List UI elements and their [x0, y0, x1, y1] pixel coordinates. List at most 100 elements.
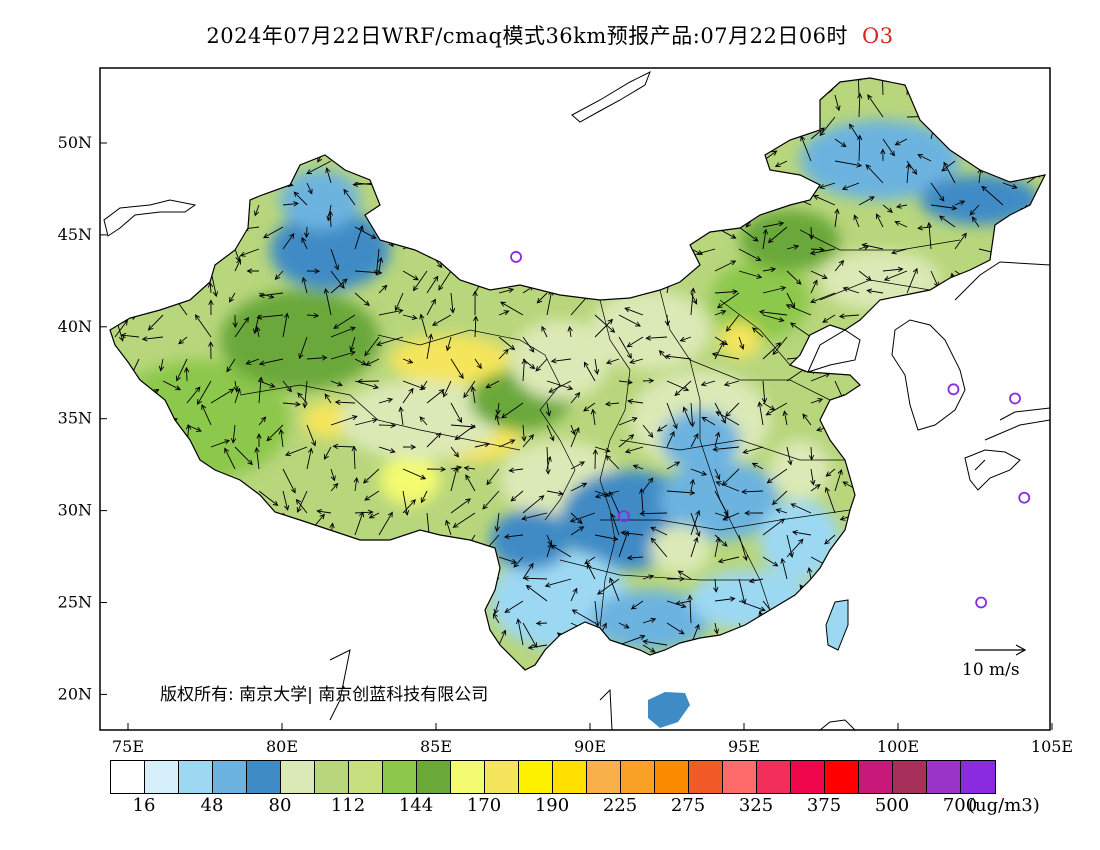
- wind-vector: [254, 204, 260, 217]
- wind-vector: [1000, 256, 1006, 271]
- wind-vector: [516, 618, 524, 646]
- wind-vector: [494, 414, 500, 426]
- wind-vector: [550, 358, 572, 364]
- wind-vector: [186, 182, 197, 195]
- wind-vector: [583, 361, 596, 382]
- lon-tick-label: 75E: [112, 737, 144, 756]
- wind-vector: [452, 512, 476, 528]
- wind-vector: [953, 644, 959, 664]
- wind-vector: [841, 182, 860, 191]
- wind-vector: [546, 174, 563, 184]
- wind-vector: [522, 336, 535, 353]
- wind-vector: [762, 556, 779, 567]
- ozone-contour-blob: [820, 250, 940, 310]
- wind-vector: [210, 534, 218, 557]
- wind-vector: [147, 314, 164, 331]
- wind-vector: [378, 397, 394, 404]
- wind-vector: [405, 136, 428, 142]
- wind-vector: [707, 673, 715, 690]
- wind-vector: [305, 666, 332, 670]
- wind-vector: [679, 679, 691, 689]
- wind-vector: [952, 512, 980, 521]
- wind-vector: [186, 468, 194, 479]
- wind-vector: [570, 512, 583, 525]
- wind-vector: [762, 266, 777, 273]
- wind-vector: [282, 401, 301, 407]
- wind-vector: [466, 138, 476, 163]
- wind-vector: [450, 446, 459, 458]
- wind-vector: [535, 358, 548, 372]
- wind-vector: [794, 181, 812, 187]
- wind-vector: [1002, 312, 1031, 318]
- wind-vector: [136, 689, 141, 700]
- wind-vector: [592, 448, 599, 470]
- wind-vector: [1026, 150, 1034, 162]
- wind-vector: [714, 468, 721, 481]
- wind-vector: [110, 366, 117, 382]
- wind-vector: [364, 490, 380, 501]
- wind-vector: [642, 188, 658, 206]
- wind-vector: [378, 542, 388, 558]
- city-station-marker: [1018, 491, 1031, 504]
- wind-vector: [339, 626, 356, 646]
- wind-vector: [882, 600, 903, 608]
- wind-vector: [472, 290, 478, 316]
- colorbar-swatch: [519, 761, 553, 793]
- wind-vector: [234, 387, 241, 404]
- colorbar-swatch: [621, 761, 655, 793]
- wind-vector: [110, 564, 116, 580]
- colorbar-swatch: [315, 761, 349, 793]
- wind-vector: [156, 430, 164, 448]
- wind-vector: [333, 314, 356, 329]
- wind-vector: [522, 495, 545, 514]
- wind-vector: [941, 160, 956, 172]
- wind-vector: [522, 138, 538, 158]
- wind-vector: [978, 468, 990, 496]
- lat-tick-label: 25N: [58, 593, 92, 612]
- wind-vector: [927, 556, 956, 562]
- wind-vector: [201, 404, 212, 426]
- wind-vector: [618, 314, 641, 327]
- wind-vector: [583, 270, 596, 284]
- wind-vector: [138, 644, 148, 670]
- wind-vector: [954, 339, 961, 360]
- wind-vector: [327, 210, 334, 228]
- wind-vector: [642, 424, 654, 438]
- wind-vector: [323, 446, 332, 460]
- wind-vector: [545, 446, 551, 475]
- wind-vector: [594, 358, 600, 375]
- wind-vector: [921, 408, 932, 426]
- wind-vector: [266, 424, 284, 442]
- wind-vector: [504, 600, 524, 613]
- wind-vector: [894, 138, 908, 146]
- wind-vector: [376, 336, 404, 347]
- wind-vector: [450, 92, 472, 98]
- wind-vector: [546, 80, 557, 96]
- city-station-marker: [947, 383, 960, 396]
- wind-vector: [1018, 557, 1028, 580]
- wind-vector: [711, 351, 740, 360]
- wind-vector: [186, 386, 201, 404]
- wind-vector: [1026, 336, 1042, 356]
- wind-vector: [899, 668, 908, 670]
- wind-vector: [522, 434, 535, 448]
- wind-vector: [154, 228, 164, 250]
- wind-vector: [713, 578, 719, 593]
- wind-vector: [650, 182, 668, 189]
- lon-tick-label: 80E: [266, 737, 298, 756]
- wind-vector: [714, 431, 721, 448]
- wind-vector: [186, 264, 205, 272]
- wind-vector: [570, 110, 577, 140]
- wind-vector: [598, 650, 620, 668]
- wind-vector: [182, 501, 188, 514]
- wind-vector: [378, 622, 392, 631]
- wind-vector: [772, 336, 788, 356]
- wind-vector: [234, 544, 252, 558]
- wind-vector: [162, 534, 175, 562]
- city-station-marker: [617, 510, 630, 523]
- wind-vector: [286, 640, 308, 646]
- wind-vector: [546, 226, 552, 238]
- wind-vector: [229, 186, 236, 206]
- wind-vector: [738, 642, 754, 668]
